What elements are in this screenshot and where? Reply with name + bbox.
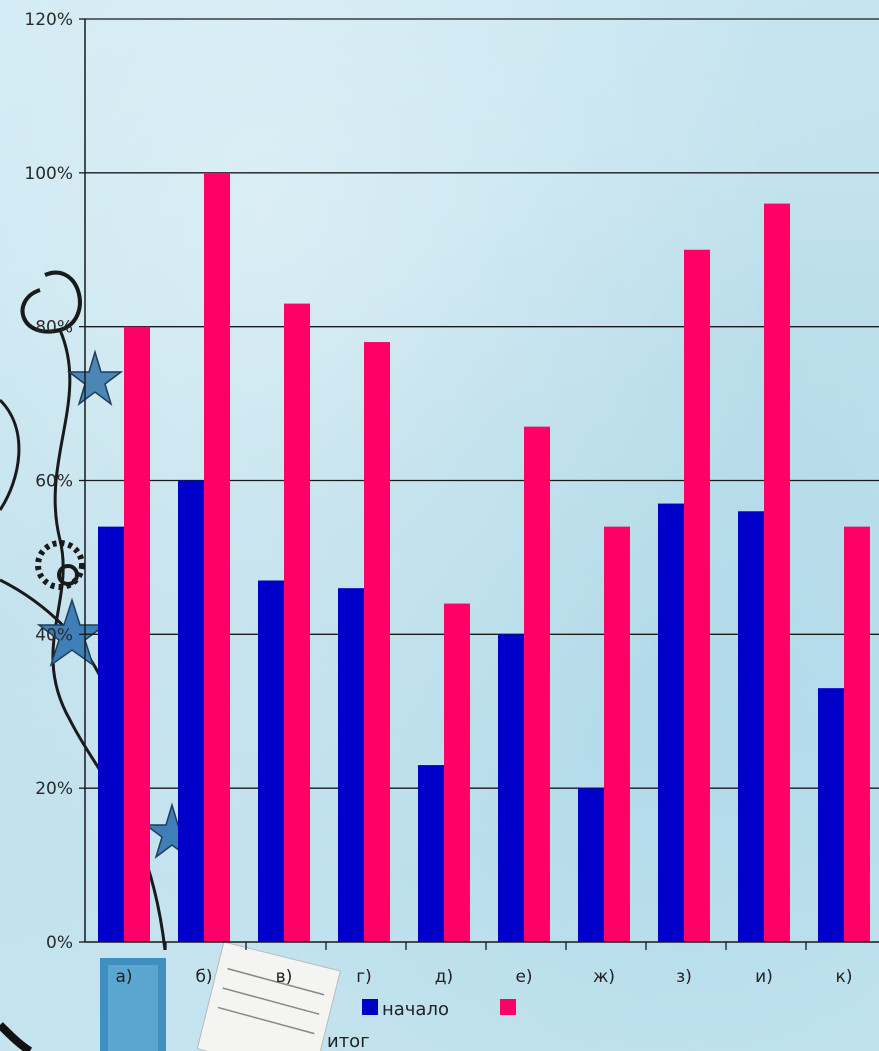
legend-swatch-start bbox=[362, 999, 378, 1015]
x-category-label: в) bbox=[276, 967, 293, 987]
bar-start-10 bbox=[818, 688, 844, 942]
y-tick-label: 40% bbox=[35, 625, 73, 645]
x-category-label: ж) bbox=[593, 967, 615, 987]
bar-final-8 bbox=[684, 249, 710, 942]
bar-start-4 bbox=[338, 588, 364, 942]
x-category-label: б) bbox=[195, 967, 212, 987]
bar-start-5 bbox=[418, 765, 444, 942]
bar-final-1 bbox=[124, 326, 150, 943]
x-category-label: г) bbox=[356, 967, 372, 987]
bar-final-5 bbox=[444, 603, 470, 942]
bar-final-10 bbox=[844, 526, 870, 942]
bar-start-7 bbox=[578, 788, 604, 942]
bars bbox=[98, 172, 870, 943]
bar-start-3 bbox=[258, 580, 284, 942]
bar-start-6 bbox=[498, 634, 524, 942]
x-axis-category-labels: а) б) в) г) д) е) ж) з) и) к) bbox=[115, 967, 852, 987]
y-tick-label: 120% bbox=[24, 10, 73, 30]
axes bbox=[84, 19, 879, 950]
x-category-label: а) bbox=[115, 967, 132, 987]
x-category-label: д) bbox=[435, 967, 453, 987]
bar-start-9 bbox=[738, 511, 764, 942]
y-tick-label: 20% bbox=[35, 779, 73, 799]
bar-start-8 bbox=[658, 503, 684, 942]
bar-final-7 bbox=[604, 526, 630, 942]
legend: начало итог bbox=[327, 999, 516, 1051]
bar-final-9 bbox=[764, 203, 790, 943]
bar-final-3 bbox=[284, 303, 310, 942]
x-category-label: е) bbox=[515, 967, 532, 987]
bar-final-6 bbox=[524, 426, 550, 942]
legend-swatch-final bbox=[500, 999, 516, 1015]
y-tick-label: 100% bbox=[24, 164, 73, 184]
decorative-swirl bbox=[0, 270, 341, 1051]
legend-label-start: начало bbox=[382, 999, 449, 1020]
x-category-label: к) bbox=[836, 967, 853, 987]
bar-start-1 bbox=[98, 526, 124, 942]
bar-final-2 bbox=[204, 172, 230, 943]
y-axis-tick-labels: 0% 20% 40% 60% 80% 100% 120% bbox=[24, 10, 73, 953]
y-tick-label: 0% bbox=[46, 933, 73, 953]
x-category-label: и) bbox=[755, 967, 773, 987]
legend-label-final: итог bbox=[327, 1031, 370, 1051]
y-tick-label: 60% bbox=[35, 472, 73, 492]
y-tick-label: 80% bbox=[35, 318, 73, 338]
bar-final-4 bbox=[364, 342, 390, 942]
bar-start-2 bbox=[178, 480, 204, 942]
x-category-label: з) bbox=[676, 967, 692, 987]
